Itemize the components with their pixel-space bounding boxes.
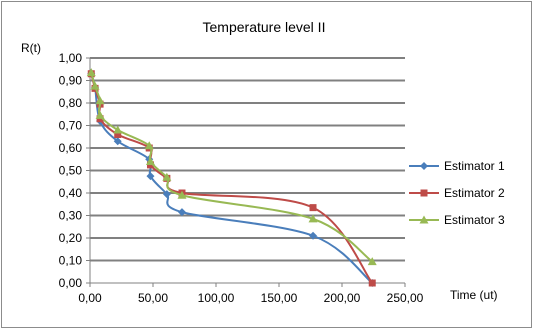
data-point-triangle [162, 172, 172, 181]
data-point-square [368, 279, 376, 287]
series-line [90, 72, 373, 263]
x-tick-label: 150,00 [261, 291, 298, 305]
data-point-triangle [367, 257, 377, 266]
x-axis-label: Time (ut) [450, 288, 498, 302]
data-point-triangle [113, 125, 123, 134]
y-tick-label: 0,10 [59, 254, 83, 268]
series-line [90, 73, 374, 284]
x-tick-label: 50,00 [138, 291, 168, 305]
legend-label: Estimator 2 [444, 186, 505, 200]
data-point-diamond [309, 231, 318, 240]
data-point-triangle [308, 214, 318, 223]
y-tick-label: 0,90 [59, 74, 83, 88]
legend-label: Estimator 3 [444, 213, 505, 227]
y-tick-label: 0,30 [59, 209, 83, 223]
series-line [90, 73, 373, 284]
y-tick-label: 0,50 [59, 164, 83, 178]
chart-title: Temperature level II [203, 19, 326, 35]
data-point-diamond [162, 190, 171, 199]
y-tick-label: 0,80 [59, 96, 83, 110]
x-tick-label: 0,00 [78, 291, 102, 305]
y-tick-label: 0,70 [59, 119, 83, 133]
data-point-triangle [144, 141, 154, 150]
data-point-triangle [177, 190, 187, 199]
x-tick-label: 200,00 [324, 291, 361, 305]
data-point-triangle [95, 96, 105, 105]
data-point-square [309, 204, 317, 212]
data-point-triangle [145, 157, 155, 165]
data-point-square [114, 131, 122, 138]
series-3 [86, 68, 377, 266]
data-point-diamond [113, 137, 122, 146]
y-tick-label: 0,60 [59, 141, 83, 155]
y-tick-label: 0,40 [59, 186, 83, 200]
legend-item: Estimator 3 [409, 213, 505, 227]
legend-label: Estimator 1 [444, 159, 505, 173]
x-tick-label: 100,00 [198, 291, 235, 305]
x-tick-label: 250,00 [387, 291, 424, 305]
legend-item: Estimator 2 [409, 186, 505, 200]
y-tick-label: 0,20 [59, 231, 83, 245]
y-tick-label: 0,00 [59, 276, 83, 290]
y-tick-label: 1,00 [59, 51, 83, 65]
data-point-triangle [95, 110, 105, 119]
data-point-triangle [90, 81, 100, 90]
data-point-square [420, 189, 428, 197]
data-point-diamond [420, 162, 428, 170]
data-point-diamond [177, 208, 186, 217]
data-point-triangle [86, 68, 96, 77]
data-point-diamond [146, 172, 155, 181]
data-point-triangle [419, 215, 429, 224]
legend-item: Estimator 1 [409, 159, 505, 173]
y-axis-label: R(t) [21, 41, 41, 55]
